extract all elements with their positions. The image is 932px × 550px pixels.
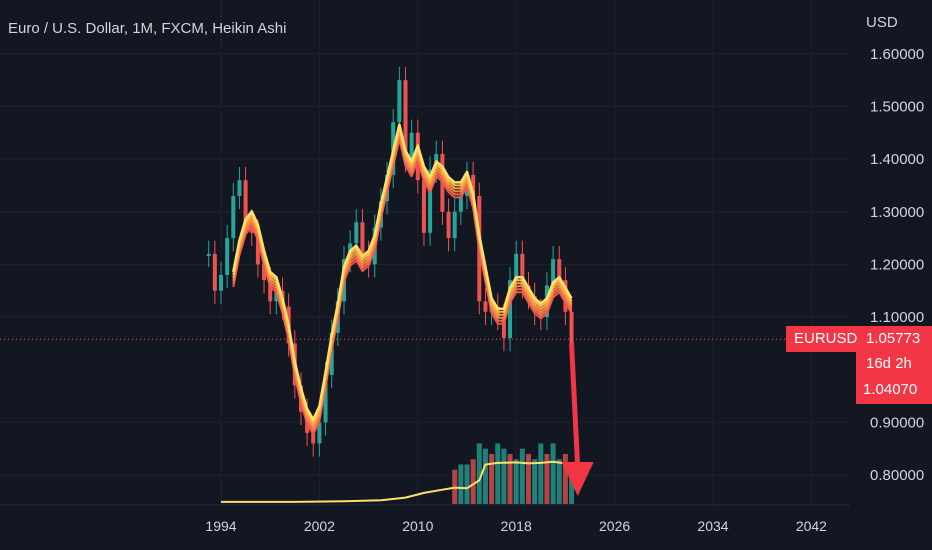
y-tick-label: 0.80000 <box>870 467 924 484</box>
candle-body <box>268 280 273 302</box>
y-tick-label: 0.90000 <box>870 414 924 431</box>
candle-body <box>458 195 463 212</box>
candle-body <box>397 80 402 123</box>
candle-body <box>274 290 279 302</box>
volume-bar <box>532 459 538 504</box>
candle-body <box>255 232 260 265</box>
x-tick-label: 2042 <box>796 518 827 534</box>
y-tick-label: 1.30000 <box>870 204 924 221</box>
volume-bar <box>458 464 464 504</box>
x-tick-label: 2018 <box>501 518 532 534</box>
candle-body <box>354 222 359 244</box>
volume-bar <box>495 443 501 504</box>
candle-body <box>243 180 248 223</box>
volume-bar <box>464 464 470 504</box>
volume-ma-line <box>221 460 572 503</box>
candle-body <box>237 180 242 196</box>
x-tick-label: 2002 <box>304 518 335 534</box>
candle-body <box>471 174 476 196</box>
chart-title: Euro / U.S. Dollar, 1M, FXCM, Heikin Ash… <box>8 20 287 37</box>
candle-body <box>446 211 451 239</box>
candle-body <box>225 238 230 275</box>
volume-bar <box>569 464 575 504</box>
candle-body <box>409 132 414 160</box>
volume-bar <box>482 448 488 504</box>
candle-body <box>403 80 408 160</box>
candle-body <box>231 195 236 239</box>
volume-bar <box>513 459 519 504</box>
candle-body <box>508 280 513 339</box>
y-tick-label: 1.50000 <box>870 98 924 115</box>
y-tick-label: 1.60000 <box>870 46 924 63</box>
volume-bar <box>489 453 495 504</box>
candle-body <box>483 301 488 312</box>
symbol-price-tag: EURUSD 1.05773 <box>786 326 932 352</box>
candle-body <box>557 259 562 281</box>
candle-body <box>452 211 457 239</box>
x-tick-label: 2026 <box>599 518 630 534</box>
volume-bar <box>550 443 556 504</box>
volume-bar <box>507 453 513 504</box>
y-tick-label: 1.20000 <box>870 256 924 273</box>
volume-bar <box>562 453 568 504</box>
volume-bar <box>538 443 544 504</box>
candle-body <box>323 374 328 423</box>
candle-body <box>219 274 223 291</box>
candle-body <box>428 169 433 233</box>
volume-bar <box>519 448 525 504</box>
low-price-tag: 1.04070 <box>856 376 932 404</box>
symbol-label: EURUSD <box>794 330 858 347</box>
volume-bar <box>526 453 531 504</box>
projection-arrow-shaft <box>569 343 581 469</box>
x-tick-label: 1994 <box>205 518 236 534</box>
x-tick-label: 2034 <box>697 518 728 534</box>
volume-bar <box>476 443 482 504</box>
projection-arrow-head <box>561 462 594 497</box>
candle-body <box>317 422 322 444</box>
candle-body <box>421 180 426 233</box>
ma-ribbon-line <box>232 123 573 421</box>
y-tick-label: 1.40000 <box>870 151 924 168</box>
candle-body <box>520 253 525 286</box>
candle-body <box>514 253 519 281</box>
candle-body <box>501 317 506 339</box>
volume-bar <box>501 448 507 504</box>
candle-body <box>551 259 556 286</box>
countdown-label: 16d 2h <box>866 355 912 372</box>
countdown-tag: 16d 2h <box>856 352 932 376</box>
candle-body <box>262 264 267 281</box>
candle-body <box>569 311 574 349</box>
last-price-label: 1.05773 <box>866 330 921 347</box>
volume-bar <box>470 459 476 504</box>
x-tick-label: 2010 <box>402 518 433 534</box>
candle-body <box>212 253 217 291</box>
low-price-label: 1.04070 <box>863 381 918 398</box>
volume-bar <box>544 453 550 504</box>
candle-body <box>360 222 365 254</box>
volume-bar <box>556 459 562 504</box>
candle-body <box>311 432 316 444</box>
candle-body <box>206 253 211 256</box>
currency-label: USD <box>866 14 898 31</box>
y-tick-label: 1.10000 <box>870 309 924 326</box>
